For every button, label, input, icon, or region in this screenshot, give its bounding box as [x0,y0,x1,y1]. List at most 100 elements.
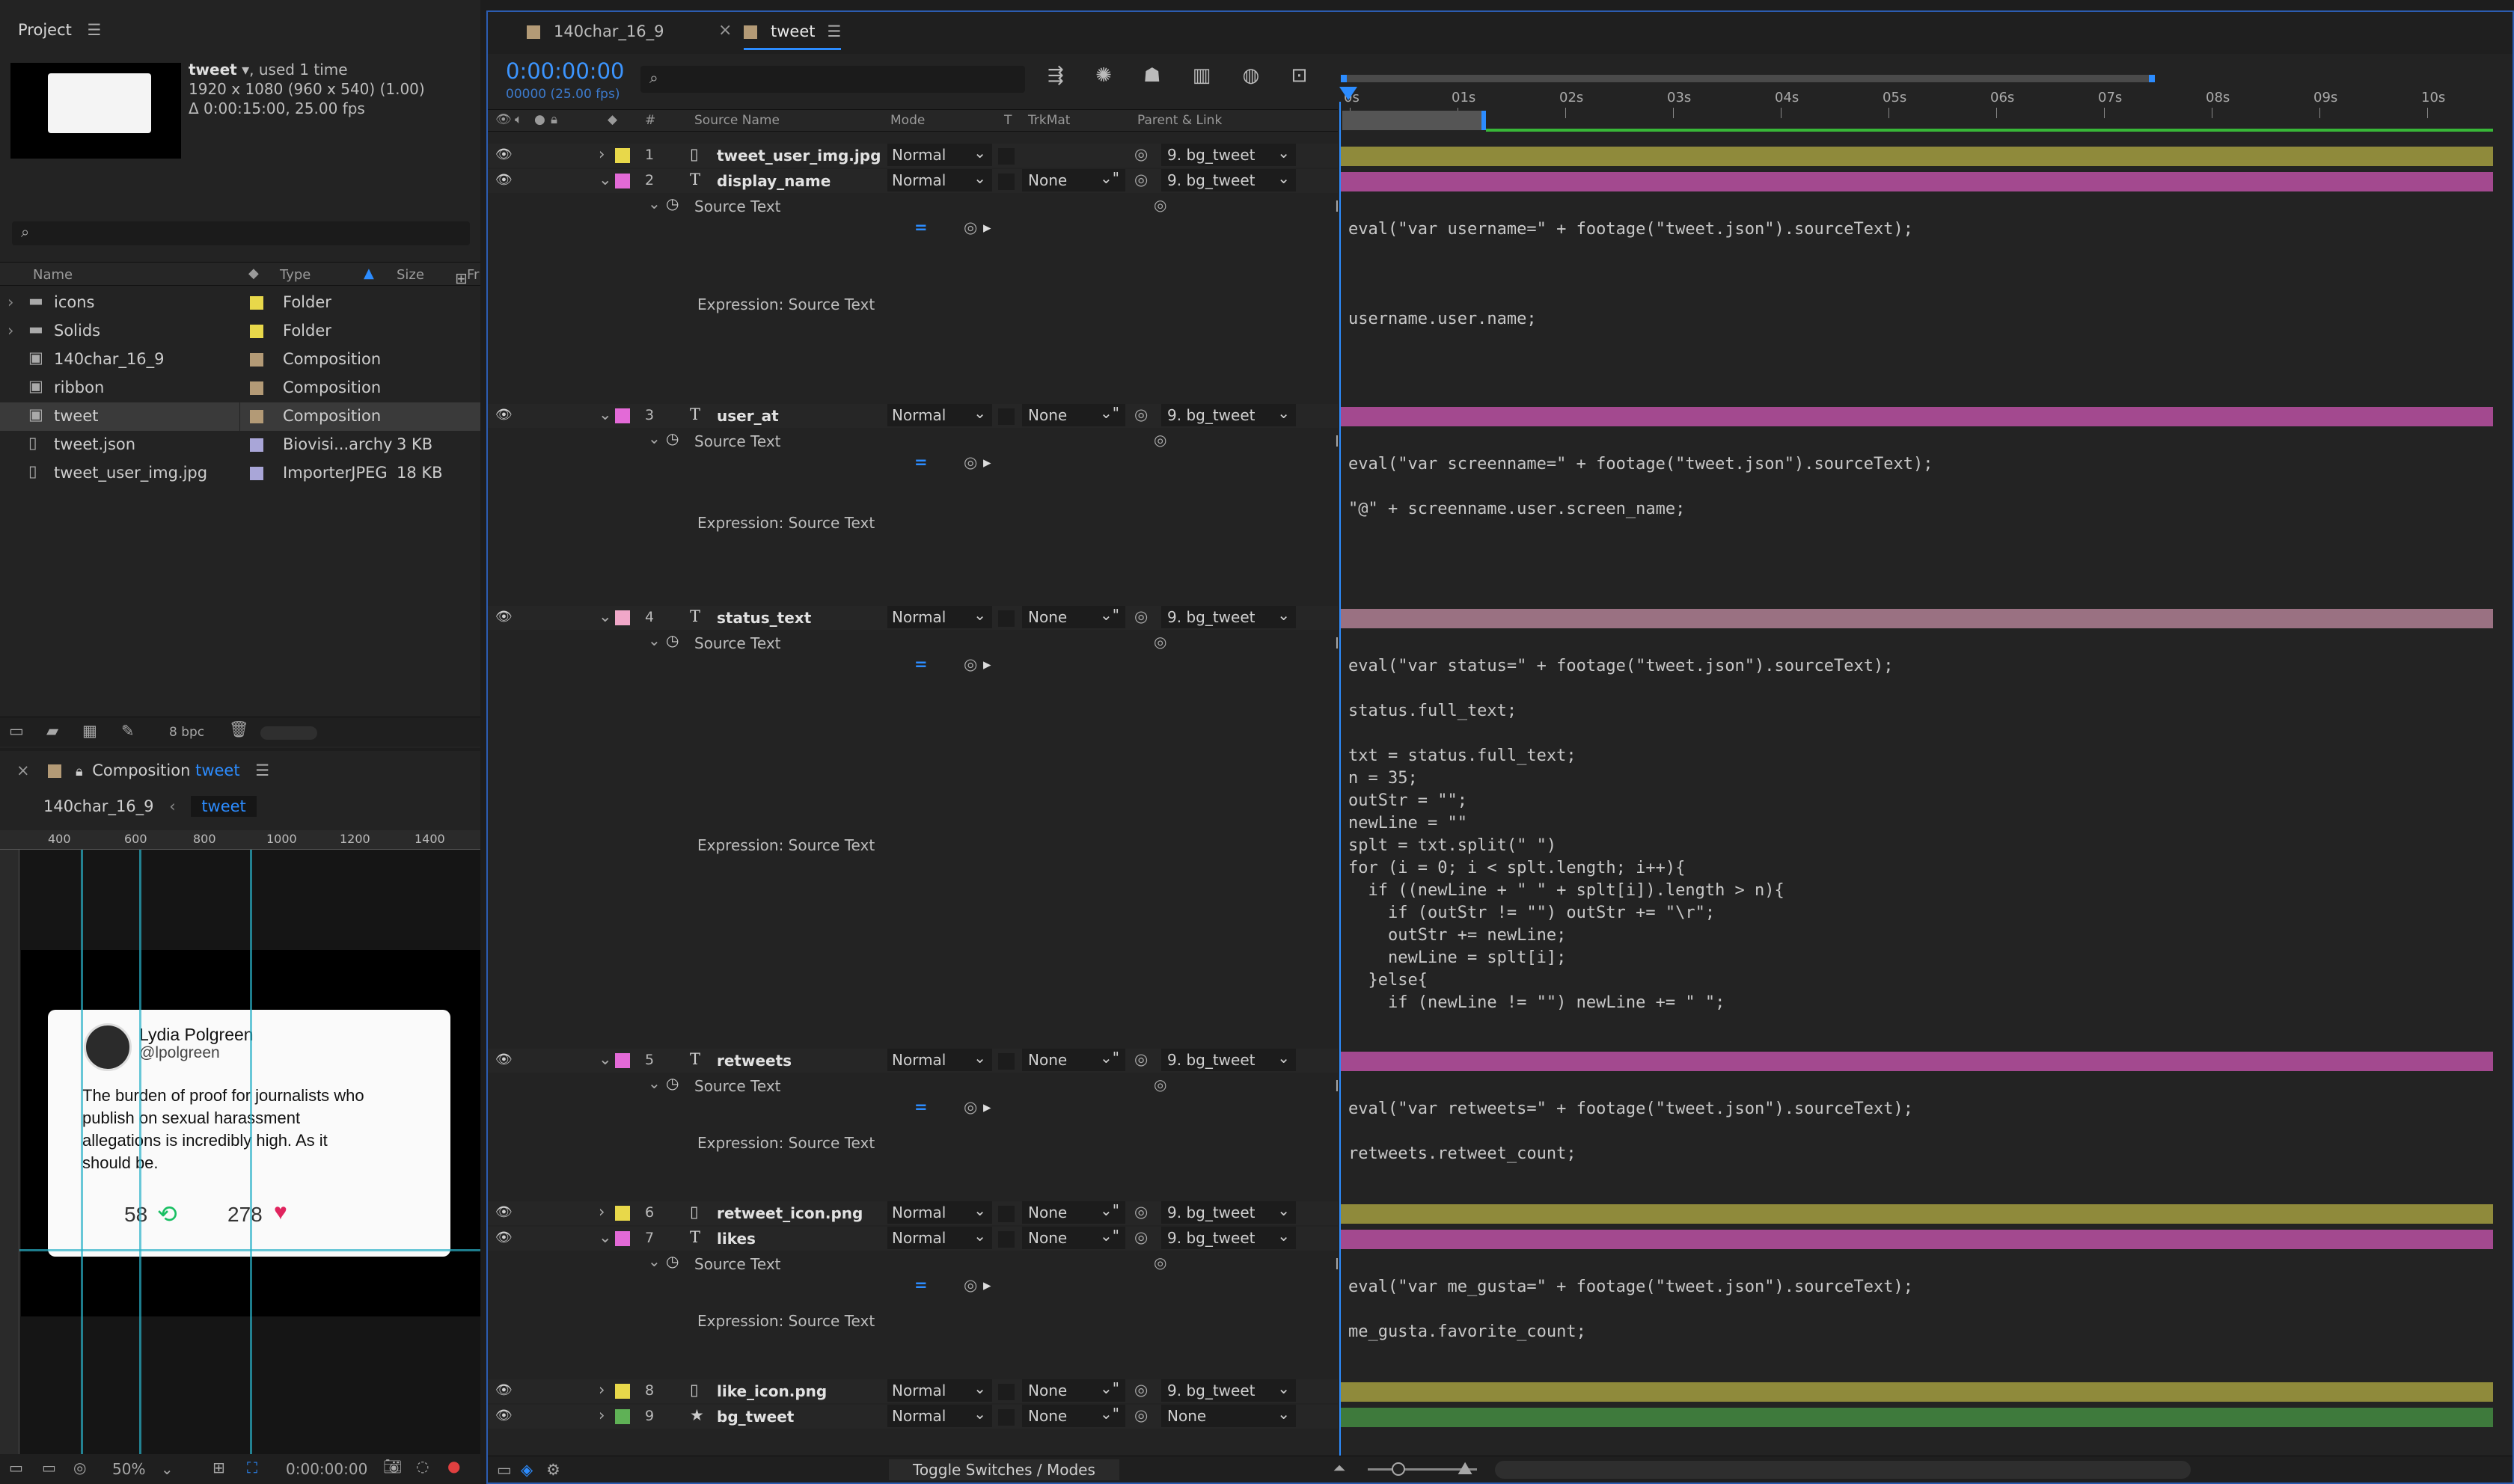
language-menu-icon[interactable]: ▸ [983,1276,991,1294]
parent-select[interactable]: None ⌄ [1161,1405,1296,1427]
new-folder-icon[interactable]: ▰ [46,722,59,740]
mode-select[interactable]: Normal ⌄ [887,1201,992,1224]
source-text-property[interactable]: ⌄ ◷ Source Text ◎ I [488,631,2513,655]
layer-name[interactable]: display_name [717,172,831,190]
layer-row[interactable]: 👁︎ › 8 ▯ like_icon.png Normal ⌄ None ⌄" ◎ 9. bg_tw… [488,1379,2513,1403]
label-swatch[interactable] [615,174,630,188]
parent-select[interactable]: 9. bg_tweet ⌄ [1161,1201,1296,1224]
expand-icon[interactable]: ⌄ [648,1252,661,1270]
zoom-out-icon[interactable]: ⏶ [1333,1459,1346,1477]
expand-icon[interactable]: ⌄ [599,1050,612,1068]
parent-select[interactable]: 9. bg_tweet ⌄ [1161,169,1296,191]
parent-select[interactable]: 9. bg_tweet ⌄ [1161,1379,1296,1402]
expand-icon[interactable]: › [599,145,605,163]
language-menu-icon[interactable]: ▸ [983,655,991,673]
graph-icon[interactable]: ◎ [964,1098,978,1116]
expand-icon[interactable]: ⌄ [599,405,612,423]
layer-duration-bar[interactable] [1341,172,2493,191]
pickwhip-icon[interactable]: ◎ [1134,405,1149,423]
layer-duration-bar[interactable] [1341,407,2493,426]
zoom-select[interactable]: 50% ⌄ [112,1460,174,1478]
trkmat-checkbox[interactable] [998,148,1015,165]
label-swatch[interactable] [615,1206,630,1221]
trkmat-checkbox[interactable] [998,1409,1015,1426]
layer-switches-icon[interactable]: ▭ [497,1461,512,1479]
panel-menu-icon[interactable]: ☰ [87,21,102,39]
graph-icon[interactable]: ◎ [964,1276,978,1294]
render-time-icon[interactable]: ⚙ [546,1461,560,1479]
panel-menu-icon[interactable]: ☰ [827,22,842,40]
label-swatch[interactable] [615,610,630,625]
label-swatch[interactable] [250,410,263,423]
equals-icon[interactable]: = [914,218,928,236]
col-fr[interactable]: Fr [467,267,480,283]
trkmat-checkbox[interactable] [998,1053,1015,1070]
expand-icon[interactable]: › [599,1203,605,1221]
time-ruler[interactable]: 0s 01s 02s 03s 04s 05s 06s 07s 08s 09s 10s [1338,64,2493,133]
bpc-button[interactable]: 8 bpc [169,725,205,740]
equals-icon[interactable]: = [914,453,928,471]
eye-icon[interactable]: 👁︎ [495,1382,513,1398]
mode-select[interactable]: Normal ⌄ [887,404,992,426]
motion-blur-icon[interactable]: ◍ [1242,64,1260,87]
pickwhip-icon[interactable]: ◎ [1134,1050,1149,1068]
layer-name[interactable]: bg_tweet [717,1408,795,1426]
pickwhip-icon[interactable]: ◎ [1134,1203,1149,1221]
expression-editor[interactable]: eval("var screenname=" + footage("tweet.… [1348,455,1933,518]
expand-icon[interactable]: ⌄ [648,1074,661,1092]
color-channels-icon[interactable]: ● [447,1457,461,1475]
label-swatch[interactable] [615,148,630,163]
expression-pickwhip-icon[interactable]: ◎ [1154,1076,1167,1094]
eye-icon[interactable]: 👁︎ [495,172,513,188]
panel-menu-icon[interactable]: ☰ [255,761,270,779]
toggle-switches-button[interactable]: Toggle Switches / Modes [889,1459,1119,1480]
zoom-slider[interactable] [1368,1462,1477,1476]
project-item[interactable]: ▯ tweet.json Biovisi...archy 3 KB [0,431,480,459]
lock-icon[interactable]: 🔒︎ [75,764,83,779]
trkmat-checkbox[interactable] [998,1206,1015,1222]
layer-name[interactable]: tweet_user_img.jpg [717,147,881,165]
col-mode[interactable]: Mode [890,113,926,128]
equals-icon[interactable]: = [914,655,928,673]
expression-editor[interactable]: eval("var username=" + footage("tweet.js… [1348,220,1913,328]
snapshot-icon[interactable]: ▭ [9,1459,23,1477]
label-swatch[interactable] [250,353,263,367]
eye-icon[interactable]: 👁︎ [495,1052,513,1067]
region-icon[interactable]: ⛶ [247,1459,257,1477]
project-item[interactable]: ▯ tweet_user_img.jpg ImporterJPEG 18 KB [0,459,480,488]
project-item[interactable]: › ▬ icons Folder [0,289,480,317]
mode-select[interactable]: Normal ⌄ [887,144,992,166]
expression-editor[interactable]: eval("var retweets=" + footage("tweet.js… [1348,1100,1913,1163]
pickwhip-icon[interactable]: ◎ [1134,1381,1149,1399]
parent-select[interactable]: 9. bg_tweet ⌄ [1161,404,1296,426]
expression-pickwhip-icon[interactable]: ◎ [1154,196,1167,214]
parent-select[interactable]: 9. bg_tweet ⌄ [1161,144,1296,166]
mode-select[interactable]: Normal ⌄ [887,1405,992,1427]
pickwhip-icon[interactable]: ◎ [1134,1228,1149,1246]
label-swatch[interactable] [250,381,263,395]
trkmat-checkbox[interactable] [998,1231,1015,1248]
graph-icon[interactable]: ◎ [964,453,978,471]
col-size[interactable]: Size [397,267,424,283]
layer-name[interactable]: user_at [717,407,779,425]
expression-pickwhip-icon[interactable]: ◎ [1154,633,1167,651]
source-text-property[interactable]: ⌄ ◷ Source Text ◎ I [488,429,2513,453]
project-search-input[interactable]: ⌕ [12,221,470,245]
mask-icon[interactable]: ◎ [73,1459,87,1477]
label-icon[interactable]: ◆ [248,266,259,281]
mode-select[interactable]: Normal ⌄ [887,1379,992,1402]
layer-duration-bar[interactable] [1341,1204,2493,1224]
col-name[interactable]: Name [33,267,73,283]
comp-viewport[interactable]: 400 600 800 1000 1200 1400 Lydia Polgree… [0,830,480,1457]
graph-editor-icon[interactable]: ⊡ [1291,64,1308,87]
parent-select[interactable]: 9. bg_tweet ⌄ [1161,1227,1296,1249]
monitor-icon[interactable]: ▭ [42,1459,56,1477]
stopwatch-icon[interactable]: ◷ [666,1074,679,1092]
layer-duration-bar[interactable] [1341,1230,2493,1249]
source-text-property[interactable]: ⌄ ◷ Source Text ◎ I [488,1074,2513,1098]
label-swatch[interactable] [250,325,263,338]
